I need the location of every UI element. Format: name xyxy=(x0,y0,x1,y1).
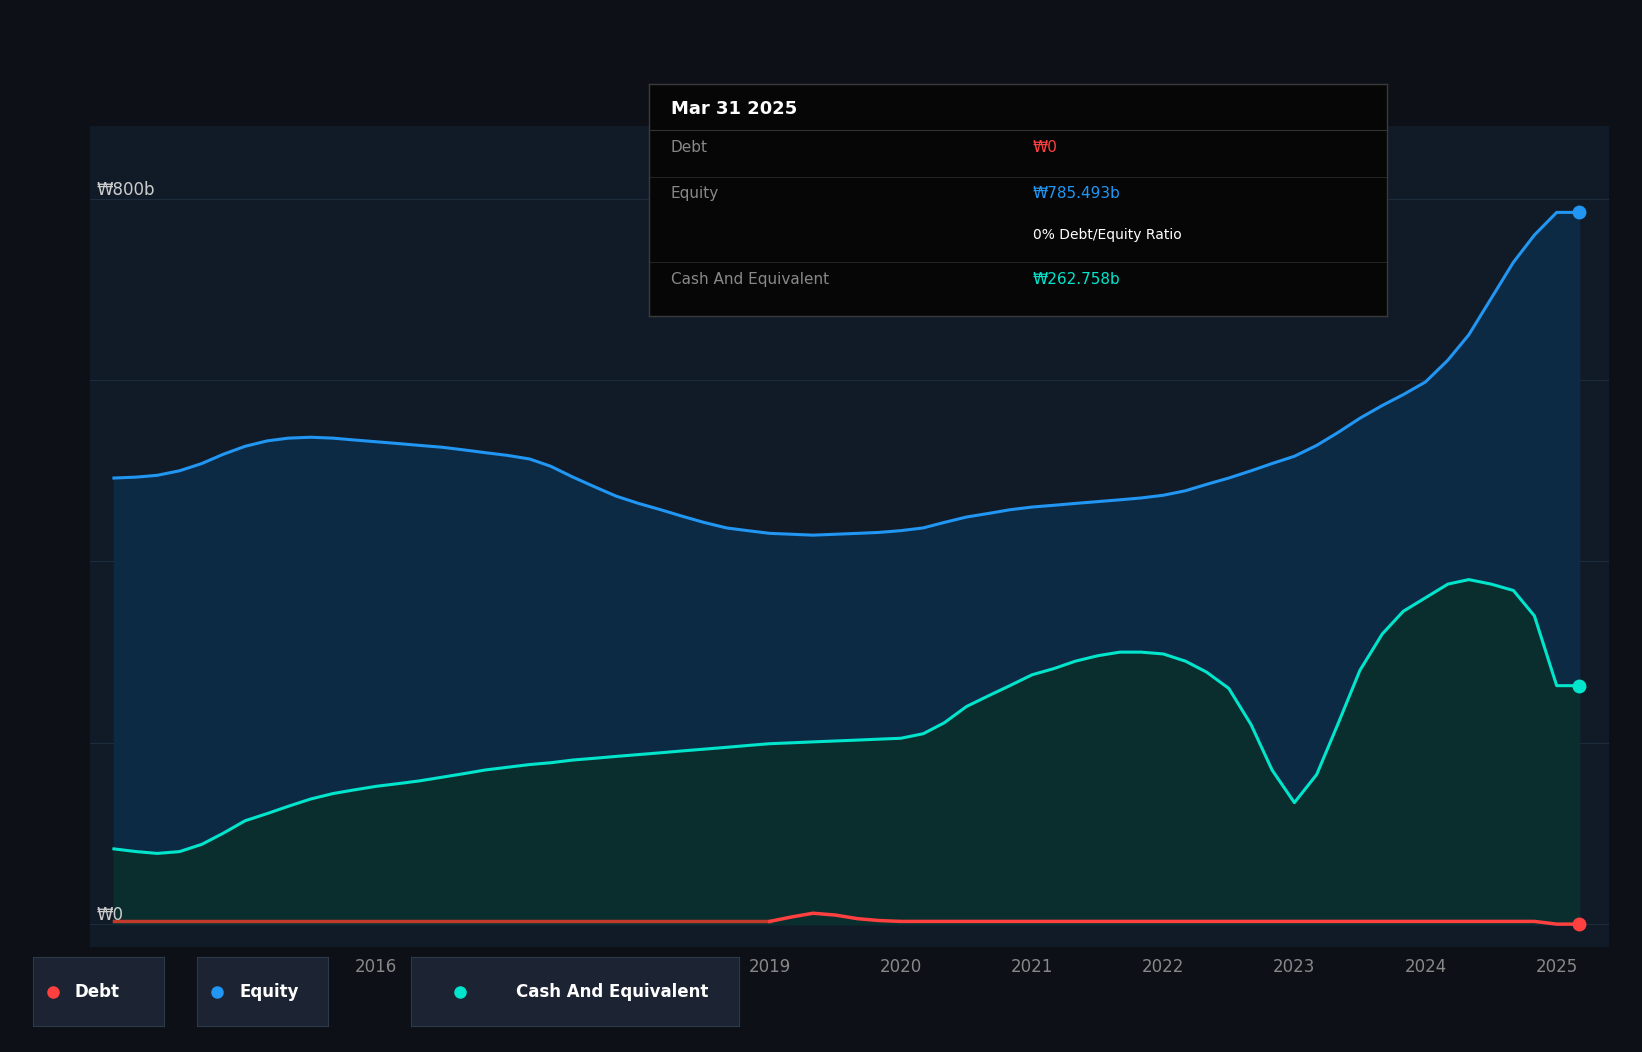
Text: Cash And Equivalent: Cash And Equivalent xyxy=(516,983,708,1000)
Text: ₩800b: ₩800b xyxy=(97,181,156,199)
Text: ₩0: ₩0 xyxy=(97,906,123,924)
Text: Equity: Equity xyxy=(672,186,719,201)
Text: Debt: Debt xyxy=(76,983,120,1000)
Text: ₩0: ₩0 xyxy=(1033,140,1057,155)
Text: Mar 31 2025: Mar 31 2025 xyxy=(672,100,796,119)
Text: Equity: Equity xyxy=(240,983,299,1000)
Text: Debt: Debt xyxy=(672,140,708,155)
Text: Cash And Equivalent: Cash And Equivalent xyxy=(672,271,829,286)
Text: 0% Debt/Equity Ratio: 0% Debt/Equity Ratio xyxy=(1033,227,1182,242)
Text: ₩785.493b: ₩785.493b xyxy=(1033,186,1121,201)
Text: ₩262.758b: ₩262.758b xyxy=(1033,271,1120,286)
